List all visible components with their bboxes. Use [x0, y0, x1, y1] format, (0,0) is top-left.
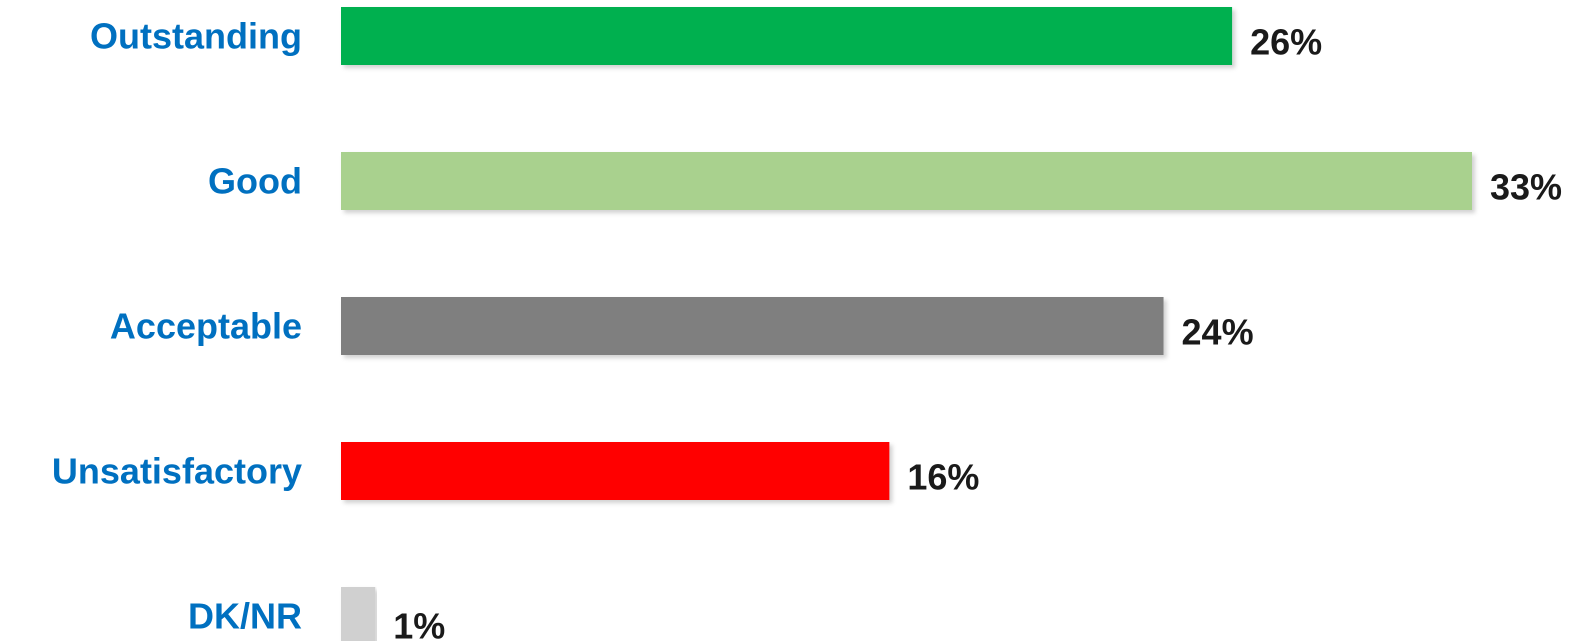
bar-acceptable	[341, 297, 1164, 355]
category-labels-group: Outstanding Good Acceptable Unsatisfactory D…	[52, 16, 302, 637]
bar-dk-nr	[341, 587, 376, 641]
category-label-unsatisfactory: Unsatisfactory	[52, 451, 302, 492]
value-labels-group: 26% 33% 24% 16% 1%	[393, 22, 1562, 641]
category-label-acceptable: Acceptable	[110, 306, 302, 347]
category-label-dk-nr: DK/NR	[188, 596, 302, 637]
category-label-outstanding: Outstanding	[90, 16, 302, 57]
bar-good	[341, 152, 1472, 210]
value-label-acceptable: 24%	[1182, 312, 1254, 353]
value-label-outstanding: 26%	[1250, 22, 1322, 63]
value-label-unsatisfactory: 16%	[907, 457, 979, 498]
bar-unsatisfactory	[341, 442, 890, 500]
bar-outstanding	[341, 7, 1233, 65]
category-label-good: Good	[208, 161, 302, 202]
value-label-dk-nr: 1%	[393, 606, 445, 641]
value-label-good: 33%	[1490, 167, 1562, 208]
bars-group	[341, 7, 1472, 641]
